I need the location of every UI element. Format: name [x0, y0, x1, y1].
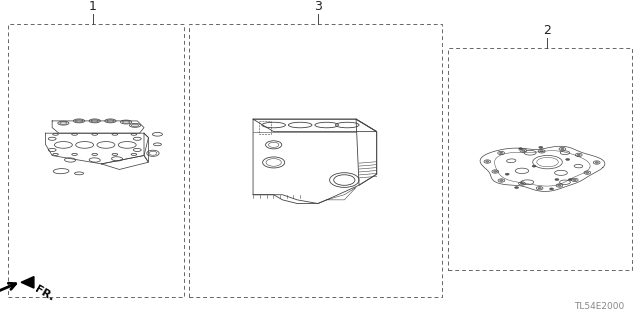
- Circle shape: [486, 161, 489, 162]
- Text: TL54E2000: TL54E2000: [573, 302, 624, 311]
- Circle shape: [520, 183, 524, 184]
- Circle shape: [505, 173, 509, 175]
- Ellipse shape: [131, 124, 139, 127]
- Circle shape: [493, 171, 497, 172]
- Circle shape: [500, 180, 503, 181]
- Ellipse shape: [60, 122, 67, 124]
- Circle shape: [573, 179, 577, 181]
- Text: 1: 1: [89, 0, 97, 13]
- Circle shape: [555, 179, 559, 181]
- Polygon shape: [21, 277, 34, 288]
- Ellipse shape: [91, 120, 99, 122]
- Circle shape: [538, 187, 541, 189]
- Circle shape: [540, 151, 543, 152]
- Circle shape: [595, 162, 598, 163]
- Circle shape: [558, 185, 561, 186]
- Text: 3: 3: [314, 0, 322, 13]
- Circle shape: [539, 146, 543, 148]
- Circle shape: [518, 148, 523, 150]
- Circle shape: [499, 152, 503, 154]
- Bar: [448, 48, 632, 270]
- Circle shape: [532, 165, 536, 167]
- Ellipse shape: [122, 121, 130, 123]
- Bar: [189, 24, 442, 297]
- Circle shape: [550, 188, 554, 190]
- Circle shape: [561, 148, 564, 150]
- Circle shape: [586, 172, 589, 174]
- Circle shape: [566, 159, 570, 160]
- Circle shape: [522, 150, 525, 151]
- Circle shape: [577, 154, 580, 156]
- Circle shape: [515, 187, 518, 189]
- Text: 2: 2: [543, 24, 551, 37]
- Circle shape: [568, 179, 572, 181]
- Bar: [8, 24, 184, 297]
- Ellipse shape: [107, 120, 114, 122]
- Ellipse shape: [76, 120, 83, 122]
- Text: FR.: FR.: [33, 284, 56, 303]
